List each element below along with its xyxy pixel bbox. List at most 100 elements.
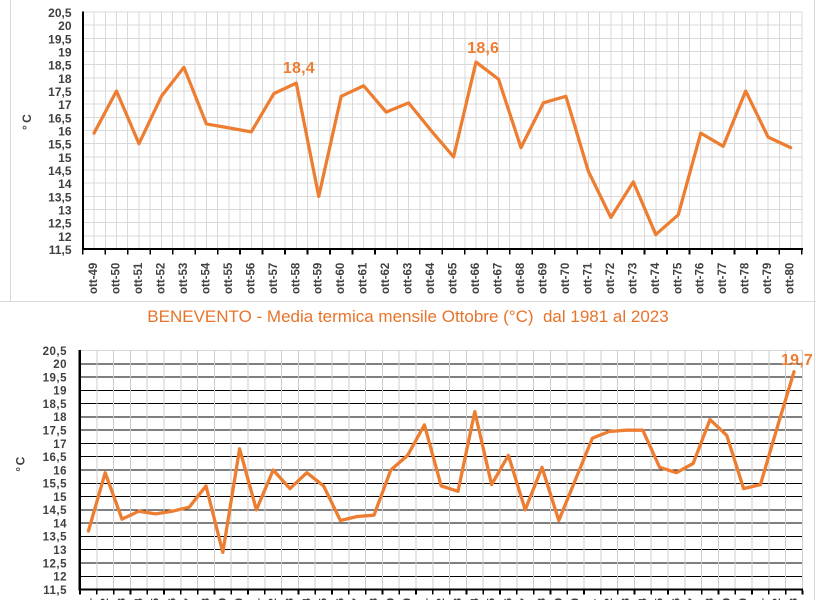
svg-text:ott-90: ott-90 xyxy=(234,598,246,600)
svg-text:ott-95: ott-95 xyxy=(318,598,330,600)
svg-text:ott-84: ott-84 xyxy=(133,597,145,600)
svg-text:ott-92: ott-92 xyxy=(267,598,279,600)
svg-text:ott-89: ott-89 xyxy=(217,598,229,600)
svg-text:14,5: 14,5 xyxy=(48,164,72,178)
svg-text:ott-07: ott-07 xyxy=(519,598,531,600)
svg-text:ott-81: ott-81 xyxy=(82,598,94,600)
svg-text:ott-01: ott-01 xyxy=(418,598,430,600)
svg-text:11,5: 11,5 xyxy=(43,585,67,597)
svg-text:16,5: 16,5 xyxy=(43,452,67,464)
svg-text:ott-51: ott-51 xyxy=(133,262,145,294)
svg-text:12: 12 xyxy=(58,230,72,244)
svg-text:ott-08: ott-08 xyxy=(536,598,548,600)
svg-text:BENEVENTO - Media termica mens: BENEVENTO - Media termica mensile Ottobr… xyxy=(147,307,668,326)
svg-text:12,5: 12,5 xyxy=(48,217,72,231)
svg-text:20,5: 20,5 xyxy=(48,6,72,20)
svg-text:15,5: 15,5 xyxy=(43,479,67,491)
svg-text:ott-56: ott-56 xyxy=(245,263,257,294)
svg-text:ott-14: ott-14 xyxy=(637,597,649,600)
svg-text:ott-50: ott-50 xyxy=(111,263,123,294)
svg-text:19: 19 xyxy=(58,46,72,60)
svg-text:11,5: 11,5 xyxy=(49,243,72,257)
svg-text:ott-53: ott-53 xyxy=(178,263,190,294)
svg-text:20: 20 xyxy=(58,19,72,33)
svg-text:20: 20 xyxy=(53,359,67,371)
svg-text:13,5: 13,5 xyxy=(43,532,67,544)
svg-text:ott-11: ott-11 xyxy=(586,599,598,600)
svg-text:ott-12: ott-12 xyxy=(603,598,615,600)
svg-text:16,5: 16,5 xyxy=(48,111,72,125)
svg-text:19: 19 xyxy=(53,386,67,398)
svg-text:ott-18: ott-18 xyxy=(704,598,716,600)
svg-text:ott-59: ott-59 xyxy=(313,263,325,294)
svg-text:ott-91: ott-91 xyxy=(250,598,262,600)
svg-text:ott-93: ott-93 xyxy=(284,598,296,600)
svg-text:ott-73: ott-73 xyxy=(627,263,639,294)
svg-text:ott-80: ott-80 xyxy=(785,263,797,294)
svg-text:18,6: 18,6 xyxy=(467,40,499,57)
svg-text:14: 14 xyxy=(53,518,67,530)
svg-text:ott-52: ott-52 xyxy=(155,263,167,294)
svg-text:ott-66: ott-66 xyxy=(470,263,482,294)
svg-text:17,5: 17,5 xyxy=(48,85,72,99)
svg-text:ott-85: ott-85 xyxy=(150,598,162,600)
svg-text:ott-78: ott-78 xyxy=(740,262,752,294)
svg-text:ott-83: ott-83 xyxy=(116,598,128,600)
svg-text:19,5: 19,5 xyxy=(43,372,67,384)
svg-text:ott-65: ott-65 xyxy=(448,262,460,294)
svg-text:ott-21: ott-21 xyxy=(754,598,766,600)
svg-text:19,5: 19,5 xyxy=(48,32,72,46)
svg-text:14: 14 xyxy=(58,177,72,191)
svg-text:15: 15 xyxy=(58,151,72,165)
svg-text:ott-02: ott-02 xyxy=(435,598,447,600)
svg-text:ott-79: ott-79 xyxy=(762,263,774,294)
svg-text:ott-61: ott-61 xyxy=(358,262,370,294)
svg-text:17,5: 17,5 xyxy=(43,425,67,437)
svg-text:ott-10: ott-10 xyxy=(570,598,582,600)
svg-text:ott-13: ott-13 xyxy=(620,598,632,600)
svg-text:ott-63: ott-63 xyxy=(403,263,415,294)
svg-text:°C: °C xyxy=(20,112,34,130)
svg-text:ott-06: ott-06 xyxy=(502,598,514,600)
svg-text:ott-98: ott-98 xyxy=(368,598,380,600)
svg-text:ott-69: ott-69 xyxy=(537,263,549,294)
svg-text:ott-54: ott-54 xyxy=(200,262,212,294)
svg-text:ott-09: ott-09 xyxy=(553,598,565,600)
svg-text:ott-15: ott-15 xyxy=(654,598,666,600)
svg-text:13: 13 xyxy=(53,545,67,557)
svg-text:ott-68: ott-68 xyxy=(515,262,527,294)
svg-text:ott-67: ott-67 xyxy=(493,263,505,294)
svg-text:18,5: 18,5 xyxy=(48,59,72,73)
svg-text:12,5: 12,5 xyxy=(43,558,67,570)
svg-text:ott-86: ott-86 xyxy=(166,598,178,600)
svg-text:ott-17: ott-17 xyxy=(687,598,699,600)
svg-text:20,5: 20,5 xyxy=(43,346,67,358)
svg-text:18: 18 xyxy=(53,412,67,424)
svg-text:ott-58: ott-58 xyxy=(290,262,302,294)
svg-text:ott-97: ott-97 xyxy=(351,598,363,600)
svg-text:15,5: 15,5 xyxy=(48,138,72,152)
svg-text:ott-99: ott-99 xyxy=(385,598,397,600)
svg-text:ott-82: ott-82 xyxy=(99,598,111,600)
svg-text:13,5: 13,5 xyxy=(48,190,72,204)
svg-text:ott-05: ott-05 xyxy=(486,598,498,600)
svg-text:ott-87: ott-87 xyxy=(183,598,195,600)
svg-text:16: 16 xyxy=(58,125,72,139)
svg-text:19,7: 19,7 xyxy=(781,352,813,369)
svg-text:ott-62: ott-62 xyxy=(380,263,392,294)
svg-text:14,5: 14,5 xyxy=(43,505,67,517)
svg-text:ott-22: ott-22 xyxy=(771,598,783,600)
svg-text:15: 15 xyxy=(53,492,67,504)
svg-text:ott-00: ott-00 xyxy=(402,598,414,600)
svg-text:ott-60: ott-60 xyxy=(335,263,347,294)
svg-text:18,5: 18,5 xyxy=(43,399,67,411)
svg-text:°C: °C xyxy=(14,455,28,471)
svg-text:12: 12 xyxy=(53,572,67,584)
svg-text:17: 17 xyxy=(53,439,67,451)
svg-text:ott-57: ott-57 xyxy=(268,263,280,294)
svg-text:17: 17 xyxy=(58,98,72,112)
svg-text:ott-49: ott-49 xyxy=(88,263,100,294)
svg-text:ott-94: ott-94 xyxy=(301,597,313,600)
svg-text:ott-96: ott-96 xyxy=(334,598,346,600)
svg-text:ott-20: ott-20 xyxy=(738,598,750,600)
